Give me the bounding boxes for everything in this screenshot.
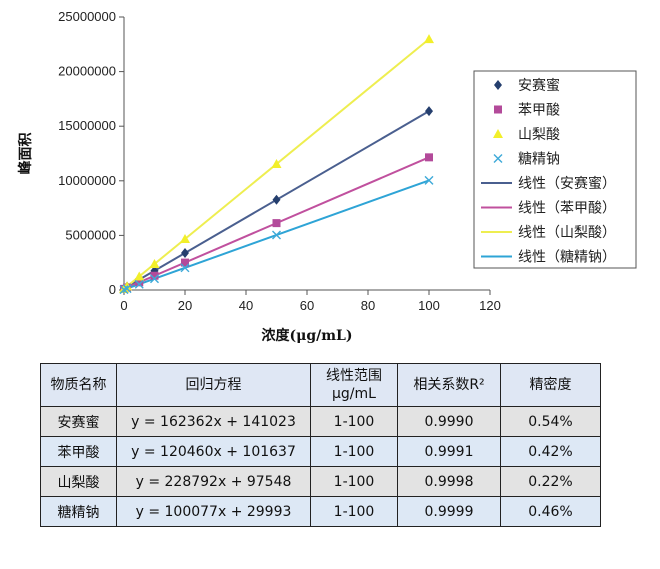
x-axis-label: 浓度(μg/mL): [261, 327, 352, 344]
cell-range: 1-100: [310, 496, 398, 527]
cell-r2: 0.9999: [397, 496, 501, 527]
cell-substance: 糖精钠: [40, 496, 117, 527]
legend-label: 线性（山梨酸）: [518, 225, 616, 241]
table-row: 糖精钠 y = 100077x + 29993 1-100 0.9999 0.4…: [40, 496, 601, 527]
calibration-chart: 0 5000000 10000000 15000000 20000000 25000000…: [17, 9, 637, 344]
y-tick-label: 15000000: [58, 118, 116, 133]
y-tick-label: 20000000: [58, 64, 116, 79]
cell-range: 1-100: [310, 466, 398, 497]
data-point: [180, 263, 190, 273]
legend-label: 线性（苯甲酸）: [518, 200, 616, 217]
data-point: [272, 230, 281, 240]
data-point-stroke: [150, 274, 159, 284]
cell-substance: 苯甲酸: [40, 436, 117, 467]
cell-range: 1-100: [310, 436, 398, 467]
cell-substance: 安赛蜜: [40, 406, 117, 437]
x-tick-label: 80: [361, 298, 375, 313]
table-header-row: 物质名称 回归方程 线性范围 μg/mL 相关系数R² 精密度: [40, 363, 601, 407]
cell-equation: y = 162362x + 141023: [116, 406, 311, 437]
cell-r2: 0.9998: [397, 466, 501, 497]
data-point: [150, 271, 159, 280]
header-linear-range: 线性范围 μg/mL: [310, 363, 398, 407]
results-table: 物质名称 回归方程 线性范围 μg/mL 相关系数R² 精密度 安赛蜜 y = …: [40, 363, 601, 527]
legend-marker: [494, 80, 502, 90]
header-precision: 精密度: [500, 363, 601, 407]
data-point-stroke: [424, 175, 434, 185]
y-tick-label: 0: [109, 282, 116, 297]
cell-substance: 山梨酸: [40, 466, 117, 497]
data-point: [424, 34, 434, 44]
x-tick-label: 0: [120, 298, 127, 313]
x-tick-label: 40: [239, 298, 253, 313]
header-r2: 相关系数R²: [397, 363, 501, 407]
data-point-stroke: [119, 285, 129, 295]
data-point-stroke: [272, 230, 281, 240]
x-tick-label: 60: [300, 298, 314, 313]
legend-label: 山梨酸: [518, 127, 560, 143]
cell-equation: y = 120460x + 101637: [116, 436, 311, 467]
cell-equation: y = 100077x + 29993: [116, 496, 311, 527]
y-axis-label: 峰面积: [17, 133, 34, 175]
cell-precision: 0.46%: [500, 496, 601, 527]
legend-label: 安赛蜜: [518, 78, 560, 94]
cell-precision: 0.42%: [500, 436, 601, 467]
data-point-stroke: [180, 263, 190, 273]
legend-label: 线性（安赛蜜）: [518, 176, 616, 192]
data-point: [272, 219, 281, 228]
y-tick-label: 10000000: [58, 173, 116, 188]
legend-box: [473, 70, 637, 269]
cell-equation: y = 228792x + 97548: [116, 466, 311, 497]
data-point: [181, 258, 189, 267]
data-point: [271, 159, 282, 169]
legend-marker: [493, 129, 503, 138]
x-tick-label: 20: [178, 298, 192, 313]
data-point: [122, 284, 132, 294]
data-point: [272, 194, 281, 205]
legend-label: 苯甲酸: [518, 102, 560, 119]
data-point: [119, 285, 129, 295]
cell-precision: 0.54%: [500, 406, 601, 437]
legend-marker: [493, 154, 503, 163]
header-substance: 物质名称: [40, 363, 117, 407]
legend-label: 糖精钠: [518, 152, 560, 168]
data-point: [135, 278, 144, 287]
x-tick-label: 120: [479, 298, 501, 313]
data-point: [150, 274, 159, 284]
table-row: 苯甲酸 y = 120460x + 101637 1-100 0.9991 0.…: [40, 436, 601, 467]
data-point-stroke: [134, 279, 144, 289]
cell-precision: 0.22%: [500, 466, 601, 497]
data-point: [425, 153, 433, 162]
data-point: [425, 106, 433, 117]
data-point: [149, 258, 160, 268]
cell-r2: 0.9991: [397, 436, 501, 467]
y-tick-label: 25000000: [58, 9, 116, 24]
header-equation: 回归方程: [116, 363, 311, 407]
cell-range: 1-100: [310, 406, 398, 437]
legend-label: 线性（糖精钠）: [518, 250, 616, 266]
data-point: [134, 279, 144, 289]
table-row: 山梨酸 y = 228792x + 97548 1-100 0.9998 0.2…: [40, 466, 601, 497]
data-point-stroke: [122, 284, 132, 294]
legend-marker: [494, 105, 502, 114]
cell-r2: 0.9990: [397, 406, 501, 437]
x-tick-label: 100: [418, 298, 440, 313]
table-row: 安赛蜜 y = 162362x + 141023 1-100 0.9990 0.…: [40, 406, 601, 437]
y-tick-label: 5000000: [65, 227, 116, 242]
data-point: [134, 271, 145, 281]
data-point: [180, 233, 190, 243]
data-point: [424, 175, 434, 185]
data-point: [181, 248, 189, 259]
legend-marker-stroke: [493, 154, 503, 163]
